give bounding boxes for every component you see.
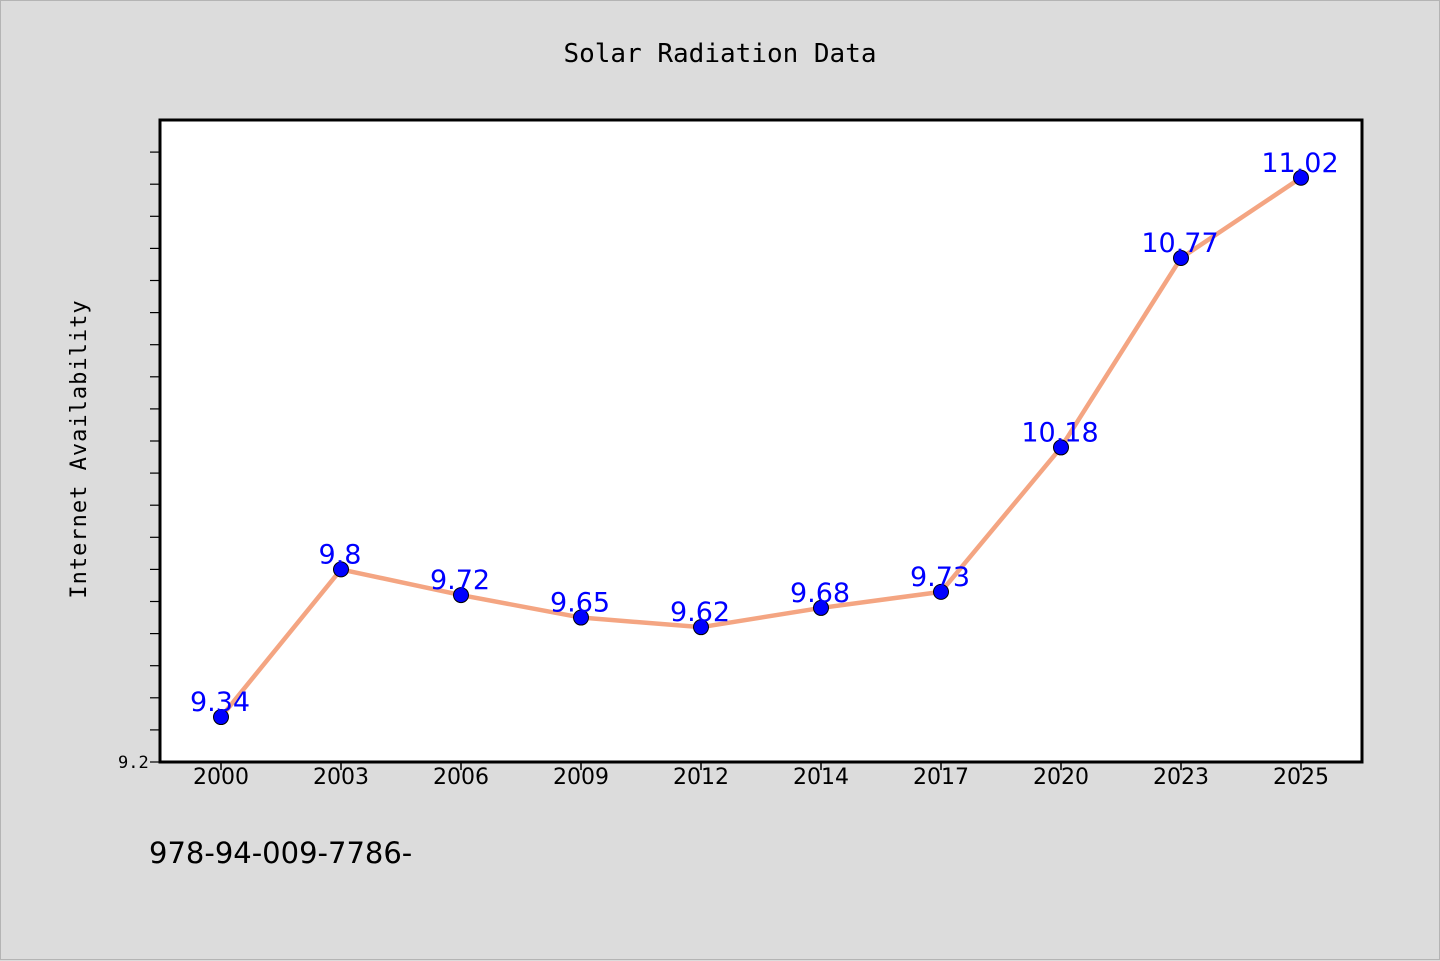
data-point [933, 583, 949, 600]
data-label: 9.68 [790, 578, 850, 609]
data-label: 9.65 [550, 588, 610, 619]
data-point [693, 619, 709, 636]
data-label: 10.77 [1141, 228, 1218, 259]
data-point [1173, 250, 1189, 267]
y-axis-label: Internet Availability [67, 299, 92, 598]
y-tick-label: 9.2 [118, 753, 149, 773]
x-axis-ticks: 2000 2003 2006 2009 2012 2014 2017 2020 2023 2025 [193, 762, 1329, 790]
chart-title: Solar Radiation Data [563, 39, 876, 69]
data-point [1293, 169, 1309, 186]
x-tick-label: 2009 [553, 765, 609, 790]
x-tick-label: 2012 [673, 765, 729, 790]
x-tick-label: 2020 [1033, 765, 1089, 790]
data-point [333, 561, 349, 578]
data-point [1053, 439, 1069, 456]
x-tick-label: 2017 [913, 765, 969, 790]
series-line [219, 175, 1303, 719]
data-label: 10.18 [1021, 417, 1098, 448]
x-tick-label: 2025 [1273, 765, 1329, 790]
data-point [813, 599, 829, 616]
data-point [213, 709, 229, 726]
y-axis-ticks: 9.2 [118, 151, 160, 773]
x-tick-label: 2014 [793, 765, 849, 790]
x-tick-label: 2003 [313, 765, 369, 790]
data-label: 9.34 [190, 687, 250, 718]
series-layer [213, 169, 1309, 726]
footer-isbn-text: 978-94-009-7786- [149, 836, 412, 870]
x-tick-label: 2006 [433, 765, 489, 790]
data-label: 9.62 [670, 597, 730, 628]
data-point [453, 587, 469, 604]
plot-area [158, 118, 1364, 764]
x-tick-label: 2000 [193, 765, 249, 790]
data-point [573, 609, 589, 626]
data-label: 11.02 [1261, 148, 1338, 179]
data-label: 9.72 [430, 565, 490, 596]
x-tick-label: 2023 [1153, 765, 1209, 790]
data-label: 9.8 [319, 539, 362, 570]
data-label: 9.73 [910, 562, 970, 593]
data-label-layer: 9.34 9.8 9.72 9.65 9.62 9.68 9.73 10.18 10.77 11.… [190, 148, 1339, 718]
